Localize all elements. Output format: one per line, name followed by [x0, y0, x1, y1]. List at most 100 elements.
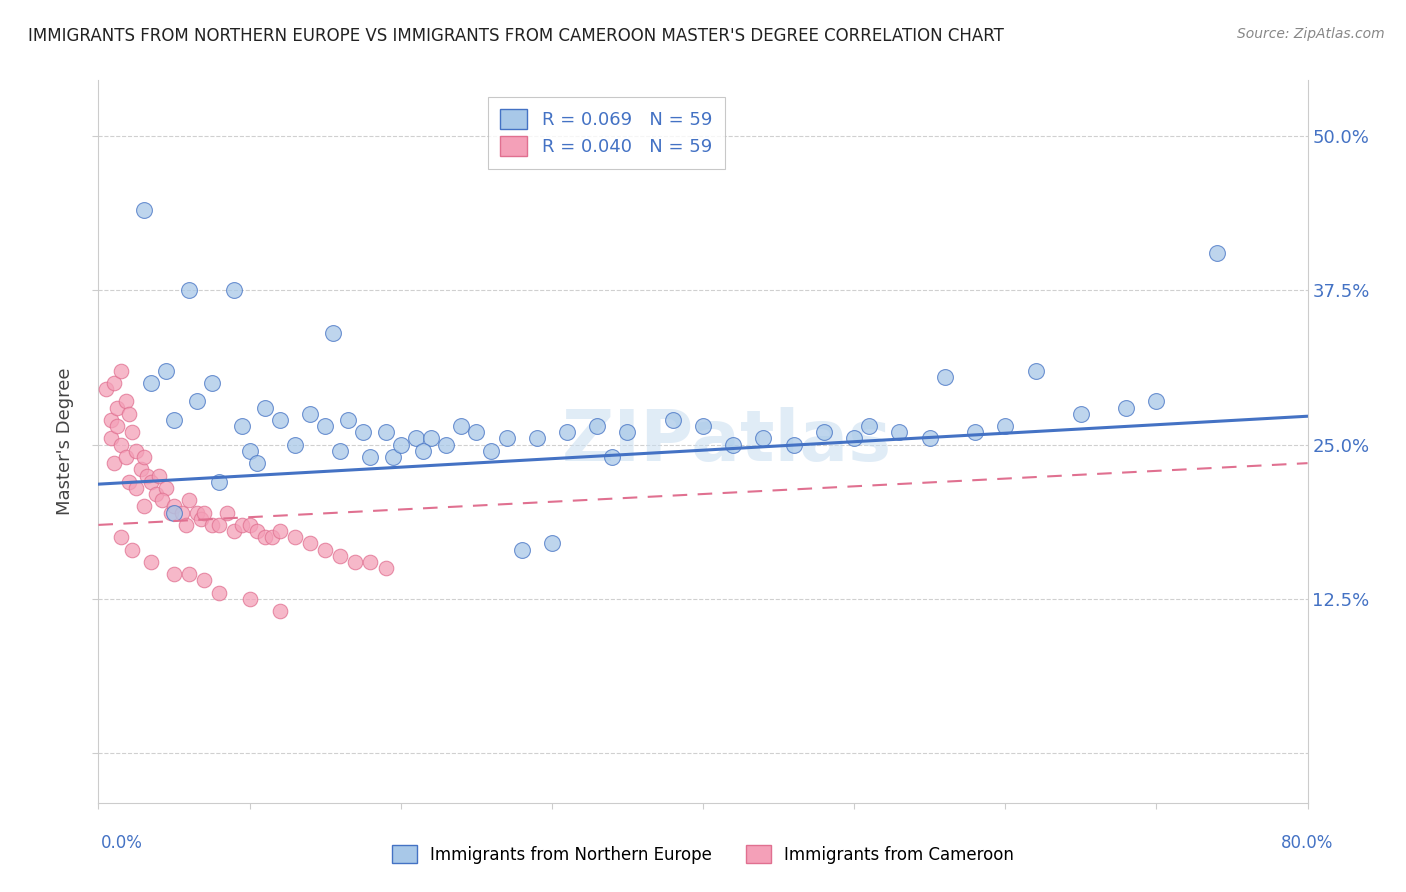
Point [465, 425, 488, 440]
Point [602, 450, 624, 464]
Point [889, 425, 911, 440]
Point [150, 493, 173, 508]
Point [329, 549, 352, 563]
Point [246, 456, 269, 470]
Point [450, 419, 472, 434]
Point [110, 437, 132, 451]
Point [322, 326, 344, 341]
Point [314, 542, 336, 557]
Point [336, 413, 359, 427]
Point [284, 530, 307, 544]
Point [434, 437, 457, 451]
Point [284, 437, 307, 451]
Point [858, 419, 880, 434]
Legend: Immigrants from Northern Europe, Immigrants from Cameroon: Immigrants from Northern Europe, Immigra… [385, 838, 1021, 871]
Point [103, 456, 125, 470]
Point [231, 517, 253, 532]
Point [94, 382, 117, 396]
Point [752, 432, 775, 446]
Point [723, 437, 745, 451]
Point [239, 517, 262, 532]
Point [555, 425, 578, 440]
Point [190, 512, 212, 526]
Point [103, 376, 125, 390]
Point [186, 394, 208, 409]
Point [179, 283, 201, 297]
Text: 80.0%: 80.0% [1281, 834, 1333, 852]
Point [145, 487, 167, 501]
Point [1206, 246, 1229, 260]
Point [239, 592, 262, 607]
Point [179, 567, 201, 582]
Point [118, 407, 141, 421]
Point [360, 450, 382, 464]
Point [105, 419, 128, 434]
Point [412, 443, 434, 458]
Point [540, 536, 562, 550]
Point [616, 425, 638, 440]
Point [193, 506, 215, 520]
Y-axis label: Master's Degree: Master's Degree [56, 368, 75, 516]
Point [994, 419, 1017, 434]
Point [208, 475, 231, 489]
Point [132, 202, 155, 217]
Point [114, 394, 136, 409]
Point [389, 437, 412, 451]
Point [844, 432, 866, 446]
Point [121, 542, 143, 557]
Point [141, 376, 163, 390]
Point [269, 604, 291, 618]
Point [160, 506, 183, 520]
Point [135, 468, 157, 483]
Point [481, 443, 503, 458]
Point [329, 443, 352, 458]
Point [692, 419, 714, 434]
Text: Source: ZipAtlas.com: Source: ZipAtlas.com [1237, 27, 1385, 41]
Point [813, 425, 835, 440]
Point [1115, 401, 1137, 415]
Point [299, 407, 322, 421]
Point [163, 500, 186, 514]
Point [510, 542, 533, 557]
Point [239, 443, 262, 458]
Point [125, 481, 148, 495]
Point [125, 443, 148, 458]
Point [374, 425, 396, 440]
Point [132, 500, 155, 514]
Point [420, 432, 443, 446]
Point [170, 506, 193, 520]
Point [186, 506, 208, 520]
Text: 0.0%: 0.0% [101, 834, 143, 852]
Point [269, 524, 291, 538]
Point [231, 419, 253, 434]
Point [121, 425, 143, 440]
Point [105, 401, 128, 415]
Point [405, 432, 427, 446]
Point [215, 506, 238, 520]
Point [586, 419, 609, 434]
Point [114, 450, 136, 464]
Point [783, 437, 806, 451]
Point [118, 475, 141, 489]
Point [148, 468, 170, 483]
Point [163, 413, 186, 427]
Point [965, 425, 987, 440]
Text: ZIPatlas: ZIPatlas [562, 407, 893, 476]
Point [918, 432, 941, 446]
Point [269, 413, 291, 427]
Point [526, 432, 548, 446]
Point [201, 376, 224, 390]
Point [163, 506, 186, 520]
Point [193, 574, 215, 588]
Point [110, 530, 132, 544]
Point [224, 524, 246, 538]
Point [360, 555, 382, 569]
Point [208, 586, 231, 600]
Point [374, 561, 396, 575]
Point [352, 425, 374, 440]
Point [201, 517, 224, 532]
Point [495, 432, 517, 446]
Point [253, 401, 276, 415]
Point [174, 517, 197, 532]
Point [314, 419, 336, 434]
